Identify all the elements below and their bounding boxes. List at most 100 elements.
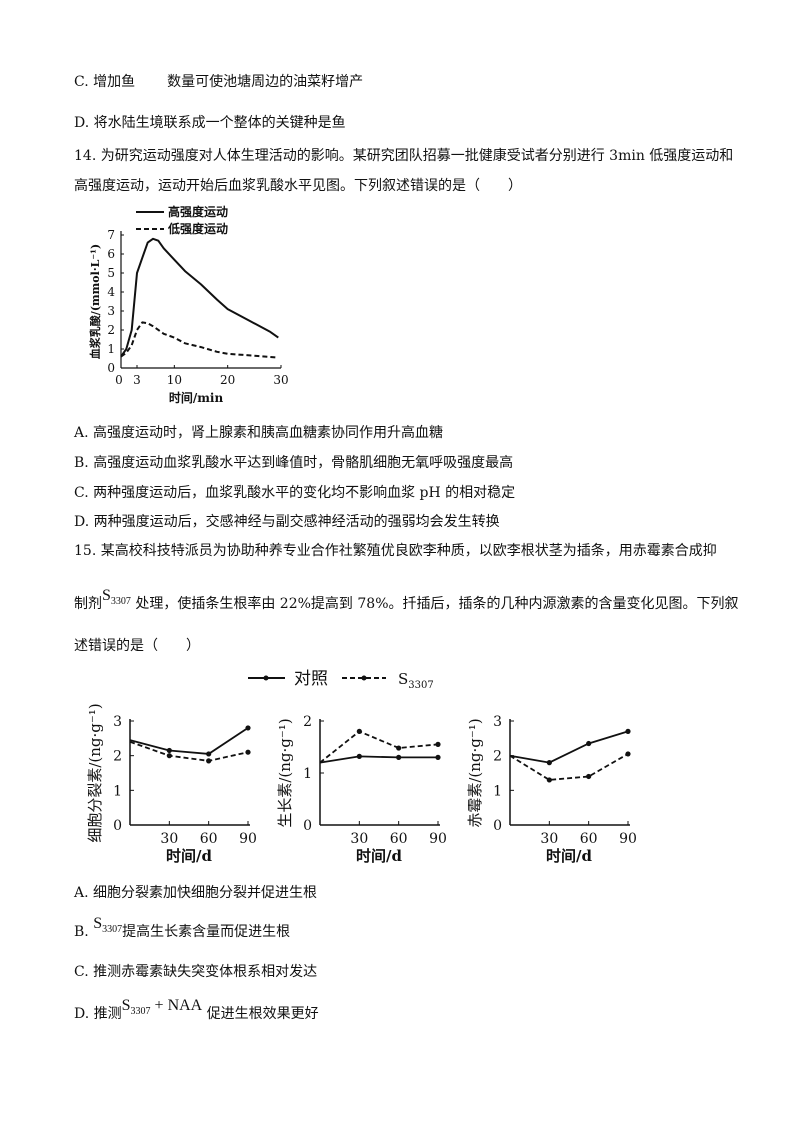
s3307-term: S3307 + NAA bbox=[121, 997, 203, 1017]
data-point-control bbox=[245, 725, 251, 731]
y-tick-label: 2 bbox=[113, 749, 122, 765]
s3307-main: S bbox=[93, 915, 103, 932]
y-tick-label: 3 bbox=[113, 714, 122, 730]
y-axis-label: 赤霉素/(ng·g⁻¹) bbox=[466, 718, 484, 827]
x-tick-label: 60 bbox=[580, 831, 598, 847]
x-axis-label: 时间/d bbox=[166, 847, 212, 865]
y-tick-label: 1 bbox=[303, 766, 312, 782]
y-tick-label: 5 bbox=[107, 266, 115, 280]
gibberellin-panel: 0 1 2 3 30 60 90 时间/d 赤霉素/(ng·g⁻¹) bbox=[466, 714, 637, 865]
x-tick-label: 90 bbox=[619, 831, 637, 847]
option-c14: C. 两种强度运动后，血浆乳酸水平的变化均不影响血浆 pH 的相对稳定 bbox=[74, 485, 516, 501]
y-tick-label: 1 bbox=[113, 783, 122, 799]
x-axis-label: 时间/d bbox=[356, 847, 402, 865]
question-15-text-a: 制剂 bbox=[74, 596, 102, 612]
x-tick-label: 3 bbox=[133, 373, 141, 387]
y-tick-label: 0 bbox=[493, 818, 502, 834]
data-point-s3307 bbox=[206, 758, 212, 764]
x-tick-label: 90 bbox=[429, 831, 447, 847]
series-line-s3307 bbox=[129, 740, 249, 762]
y-tick-label: 0 bbox=[303, 818, 312, 834]
x-tick-label: 10 bbox=[167, 373, 182, 387]
x-tick-label: 30 bbox=[160, 831, 178, 847]
data-point-s3307 bbox=[245, 749, 251, 755]
series-line-control bbox=[319, 755, 438, 764]
option-d15-label: D. 推测 bbox=[74, 1006, 122, 1022]
x-tick-label: 20 bbox=[220, 373, 235, 387]
x-tick-label: 30 bbox=[350, 831, 368, 847]
question-15-line3: 述错误的是（ ） bbox=[74, 638, 200, 654]
s3307-sub: 3307 bbox=[102, 924, 123, 935]
y-tick-label: 7 bbox=[107, 228, 115, 242]
x-tick-label: 30 bbox=[540, 831, 558, 847]
naa-term: + NAA bbox=[154, 997, 203, 1014]
series-line-s3307 bbox=[509, 753, 629, 781]
y-axis-label: 细胞分裂素/(ng·g⁻¹) bbox=[86, 703, 104, 842]
y-tick-label: 0 bbox=[113, 818, 122, 834]
s3307-term: S3307 bbox=[102, 587, 131, 607]
y-tick-label: 0 bbox=[107, 361, 115, 375]
s3307-main: S bbox=[102, 587, 111, 604]
x-axis-label: 时间/d bbox=[546, 847, 592, 865]
s3307-term: S3307 bbox=[93, 915, 123, 935]
s3307-main: S bbox=[121, 997, 131, 1014]
data-point-control bbox=[166, 747, 172, 754]
option-b15: B. S3307提高生长素含量而促进生根 bbox=[74, 915, 291, 948]
y-axis-label: 生长素/(ng·g⁻¹) bbox=[276, 718, 294, 827]
legend-label: 低强度运动 bbox=[167, 221, 228, 236]
data-point-control bbox=[356, 753, 362, 759]
question-14-line2: 高强度运动，运动开始后血浆乳酸水平见图。下列叙述错误的是（ ） bbox=[74, 178, 522, 194]
option-d15-text: 促进生根效果更好 bbox=[206, 1006, 319, 1022]
y-tick-label: 1 bbox=[107, 342, 115, 356]
option-a14: A. 高强度运动时，肾上腺素和胰高血糖素协同作用升高血糖 bbox=[74, 425, 444, 441]
auxin-panel: 0 1 2 30 60 90 时间/d 生长素/(ng·g⁻¹) bbox=[276, 714, 447, 865]
data-point-s3307 bbox=[396, 745, 402, 751]
option-d14: D. 两种强度运动后，交感神经与副交感神经活动的强弱均会发生转换 bbox=[74, 514, 500, 530]
x-tick-label: 30 bbox=[273, 373, 288, 387]
data-point-control bbox=[206, 751, 212, 757]
legend-label-control: 对照 bbox=[294, 669, 328, 689]
legend-marker-s3307 bbox=[361, 675, 367, 681]
s3307-sub: 3307 bbox=[130, 1006, 151, 1017]
y-tick-label: 6 bbox=[107, 247, 115, 261]
series-line-control bbox=[509, 730, 629, 764]
question-15-text-b: 处理，使插条生根率由 22%提高到 78%。扦插后，插条的几种内源激素的含量变化… bbox=[135, 596, 739, 612]
y-tick-label: 3 bbox=[107, 304, 115, 318]
data-point-control bbox=[625, 728, 631, 734]
data-point-s3307 bbox=[166, 753, 172, 759]
legend-marker-control bbox=[263, 675, 269, 681]
data-point-control bbox=[546, 760, 552, 766]
option-c15: C. 推测赤霉素缺失突变体根系相对发达 bbox=[74, 964, 318, 980]
question-15-line2: 制剂S3307 处理，使插条生根率由 22%提高到 78%。扦插后，插条的几种内… bbox=[74, 587, 739, 620]
y-tick-label: 1 bbox=[493, 783, 502, 799]
legend-label: 高强度运动 bbox=[168, 204, 228, 219]
s3307-sub: 3307 bbox=[110, 596, 131, 607]
lactate-chart: 0 1 2 3 4 5 6 7 3 10 20 30 0 时间/min 血浆乳酸/(mmol·L⁻¹) 高强度… bbox=[88, 204, 289, 405]
x-tick-label: 90 bbox=[239, 831, 257, 847]
series-line-low-intensity bbox=[120, 321, 279, 359]
data-point-s3307 bbox=[586, 773, 592, 780]
y-tick-label: 2 bbox=[303, 714, 312, 730]
x-tick-label: 60 bbox=[200, 831, 218, 847]
option-b15-text: 提高生长素含量而促进生根 bbox=[122, 924, 291, 940]
y-axis-label: 血浆乳酸/(mmol·L⁻¹) bbox=[88, 244, 102, 359]
cytokinin-panel: 0 1 2 3 30 60 90 时间/d 细胞分裂素/(ng·g⁻¹) bbox=[86, 703, 257, 865]
data-point-control bbox=[586, 740, 592, 747]
data-point-control bbox=[396, 754, 402, 760]
option-c13-text: 数量可使池塘周边的油菜籽增产 bbox=[167, 74, 364, 90]
option-d15: D. 推测S3307 + NAA 促进生根效果更好 bbox=[74, 997, 319, 1030]
y-tick-label: 4 bbox=[107, 285, 115, 299]
option-b15-label: B. bbox=[74, 924, 89, 940]
data-point-s3307 bbox=[625, 751, 631, 757]
data-point-control bbox=[435, 754, 441, 760]
option-d13: D. 将水陆生境联系成一个整体的关键种是鱼 bbox=[74, 115, 346, 131]
x-origin-label: 0 bbox=[115, 373, 123, 387]
data-point-s3307 bbox=[356, 728, 362, 734]
option-b14: B. 高强度运动血浆乳酸水平达到峰值时，骨骼肌细胞无氧呼吸强度最高 bbox=[74, 455, 514, 471]
series-line-high-intensity bbox=[120, 237, 279, 358]
option-c13: C. 增加鱼 数量可使池塘周边的油菜籽增产 bbox=[74, 72, 363, 92]
y-tick-label: 3 bbox=[493, 714, 502, 730]
option-c13-label: C. 增加鱼 bbox=[74, 74, 136, 90]
y-tick-label: 2 bbox=[493, 749, 502, 765]
